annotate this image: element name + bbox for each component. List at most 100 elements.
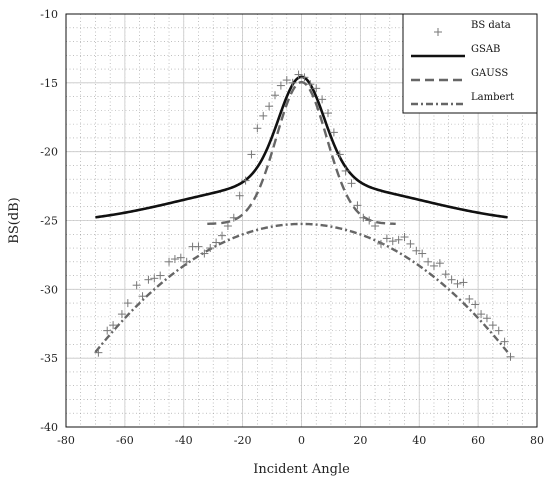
x-tick-label: 20 xyxy=(353,434,367,447)
x-tick-label: -20 xyxy=(234,434,252,447)
data-point xyxy=(388,237,397,246)
data-point xyxy=(347,179,356,188)
data-point xyxy=(229,213,238,222)
y-tick-label: -15 xyxy=(40,77,58,90)
data-point xyxy=(306,80,315,89)
data-point xyxy=(288,78,297,87)
data-point xyxy=(424,257,433,266)
data-point xyxy=(170,255,179,264)
data-point xyxy=(235,191,244,200)
data-point xyxy=(109,321,118,330)
data-point xyxy=(271,91,280,100)
data-point xyxy=(371,222,380,231)
x-tick-label: -80 xyxy=(57,434,75,447)
data-point xyxy=(103,326,112,335)
data-point xyxy=(435,259,444,268)
data-point xyxy=(294,70,303,79)
data-point xyxy=(412,246,421,255)
data-point xyxy=(506,352,515,361)
data-point xyxy=(123,299,132,308)
x-tick-label: -40 xyxy=(175,434,193,447)
x-axis-label: Incident Angle xyxy=(253,462,350,477)
data-points xyxy=(94,70,515,361)
data-point xyxy=(132,281,141,290)
data-point xyxy=(365,216,374,225)
data-point xyxy=(241,176,250,185)
legend-label: GSAB xyxy=(471,44,500,55)
data-point xyxy=(144,275,153,284)
gsab-curve xyxy=(95,75,508,219)
data-point xyxy=(359,213,368,222)
data-point xyxy=(441,270,450,279)
data-point xyxy=(471,300,480,309)
legend-item-bs-data: BS data xyxy=(434,20,511,36)
y-tick-label: -10 xyxy=(40,8,58,21)
data-point xyxy=(418,249,427,258)
data-point xyxy=(353,201,362,210)
y-tick-label: -25 xyxy=(40,215,58,228)
legend-item-gauss: GAUSS xyxy=(411,68,508,82)
data-point xyxy=(117,310,126,319)
x-tick-label: 60 xyxy=(471,434,485,447)
y-tick-label: -30 xyxy=(40,283,58,296)
x-tick-labels: -80 -60 -40 -20 0 20 40 60 80 xyxy=(57,434,544,447)
y-tick-labels: -10 -15 -20 -25 -30 -35 -40 xyxy=(40,8,58,434)
legend-label: GAUSS xyxy=(471,68,508,79)
data-point xyxy=(453,279,462,288)
y-tick-label: -35 xyxy=(40,352,58,365)
data-point xyxy=(259,111,268,120)
legend-item-lambert: Lambert xyxy=(411,92,514,106)
legend-item-gsab: GSAB xyxy=(411,44,500,58)
data-point xyxy=(318,95,327,104)
data-point xyxy=(477,310,486,319)
lambert-curve xyxy=(94,222,509,353)
data-point xyxy=(329,128,338,137)
data-point xyxy=(494,326,503,335)
data-point xyxy=(165,257,174,266)
x-tick-label: 80 xyxy=(530,434,544,447)
data-point xyxy=(223,222,232,231)
data-point xyxy=(382,234,391,243)
data-point xyxy=(312,84,321,93)
data-point xyxy=(406,239,415,248)
data-point xyxy=(323,109,332,118)
data-point xyxy=(276,81,285,90)
data-point xyxy=(482,314,491,323)
data-point xyxy=(488,321,497,330)
data-point xyxy=(265,102,274,111)
y-tick-label: -40 xyxy=(40,421,58,434)
data-point xyxy=(394,235,403,244)
data-point xyxy=(247,150,256,159)
legend-marker-plus xyxy=(434,28,442,36)
data-point xyxy=(459,278,468,287)
data-point xyxy=(400,233,409,242)
data-point xyxy=(218,231,227,240)
data-point xyxy=(194,242,203,251)
data-point xyxy=(376,239,385,248)
data-point xyxy=(500,337,509,346)
data-point xyxy=(300,73,309,82)
data-point xyxy=(182,257,191,266)
data-point xyxy=(94,348,103,357)
data-point xyxy=(200,249,209,258)
data-point xyxy=(253,124,262,133)
y-axis-label: BS(dB) xyxy=(7,197,22,243)
legend-label: BS data xyxy=(471,20,511,31)
data-point xyxy=(150,274,159,283)
legend-label: Lambert xyxy=(471,92,514,103)
x-tick-label: 0 xyxy=(298,434,305,447)
data-point xyxy=(156,271,165,280)
data-point xyxy=(206,244,215,253)
data-point xyxy=(429,261,438,270)
data-point xyxy=(138,292,147,301)
y-tick-label: -20 xyxy=(40,146,58,159)
plot-frame xyxy=(65,13,538,428)
legend: BS data GSAB GAUSS Lambert xyxy=(402,13,538,114)
data-point xyxy=(465,294,474,303)
x-tick-label: -60 xyxy=(116,434,134,447)
data-point xyxy=(341,166,350,175)
data-point xyxy=(447,275,456,284)
data-point xyxy=(176,253,185,262)
legend-box xyxy=(402,13,538,114)
